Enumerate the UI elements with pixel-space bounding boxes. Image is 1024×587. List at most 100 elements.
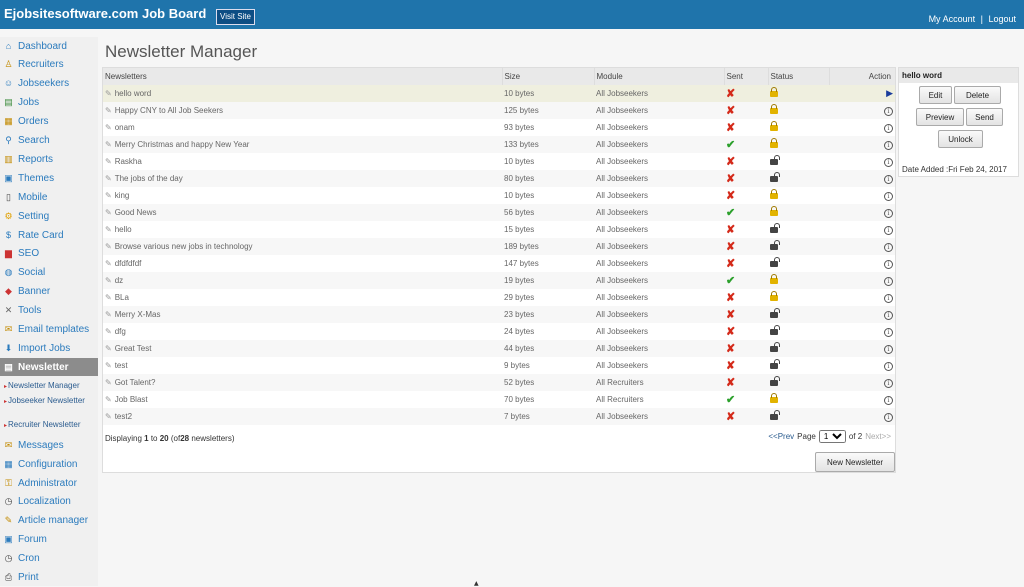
newsletter-name[interactable]: Good News xyxy=(114,208,157,217)
newsletter-name[interactable]: BLa xyxy=(114,293,129,302)
sidebar-item-dashboard[interactable]: ⌂ Dashboard xyxy=(0,37,98,55)
info-icon[interactable]: i xyxy=(884,361,893,371)
newsletter-name[interactable]: king xyxy=(114,191,130,200)
sidebar-item-setting[interactable]: ⚙ Setting xyxy=(0,207,98,225)
column-header-size[interactable]: Size xyxy=(502,68,595,85)
newsletter-name[interactable]: test xyxy=(114,361,128,370)
newsletter-name-cell[interactable]: ✎ test2 xyxy=(103,408,502,425)
send-button[interactable]: Send xyxy=(966,108,1003,126)
info-icon[interactable]: i xyxy=(884,310,893,320)
sidebar-item-newsletter[interactable]: ▤ Newsletter xyxy=(0,358,98,377)
sidebar-item-localization[interactable]: ◷ Localization xyxy=(0,493,98,511)
my-account-link[interactable]: My Account xyxy=(928,14,976,24)
table-row[interactable]: ✎ dfdfdfdf 147 bytes All Jobseekers ✘ i xyxy=(103,255,895,272)
newsletter-name[interactable]: hello xyxy=(114,225,132,234)
sidebar-item-article-manager[interactable]: ✎ Article manager xyxy=(0,512,98,530)
sidebar-subitem-jobseeker-newsletter[interactable]: ▸Jobseeker Newsletter xyxy=(4,395,98,408)
info-icon[interactable]: i xyxy=(884,378,893,388)
newsletter-name-cell[interactable]: ✎ Happy CNY to All Job Seekers xyxy=(103,102,502,119)
newsletter-name[interactable]: Great Test xyxy=(114,344,152,353)
sidebar-item-seo[interactable]: ▆ SEO xyxy=(0,245,98,263)
table-row[interactable]: ✎ Good News 56 bytes All Jobseekers ✔ i xyxy=(103,204,895,221)
newsletter-name[interactable]: Job Blast xyxy=(114,395,148,404)
newsletter-name-cell[interactable]: ✎ onam xyxy=(103,119,502,136)
sidebar-item-forum[interactable]: ▣ Forum xyxy=(0,531,98,549)
table-row[interactable]: ✎ Merry X-Mas 23 bytes All Jobseekers ✘ i xyxy=(103,306,895,323)
sidebar-item-social[interactable]: ◍ Social xyxy=(0,264,98,282)
newsletter-name[interactable]: dfdfdfdf xyxy=(114,259,142,268)
newsletter-name-cell[interactable]: ✎ test xyxy=(103,357,502,374)
newsletter-name[interactable]: Merry X-Mas xyxy=(114,310,161,319)
sidebar-item-recruiters[interactable]: ♙ Recruiters xyxy=(0,56,98,74)
sidebar-subitem-recruiter-newsletter[interactable]: ▸Recruiter Newsletter xyxy=(4,419,98,432)
newsletter-name[interactable]: test2 xyxy=(114,412,133,421)
sidebar-item-tools[interactable]: ✕ Tools xyxy=(0,302,98,320)
table-row[interactable]: ✎ dfg 24 bytes All Jobseekers ✘ i xyxy=(103,323,895,340)
info-icon[interactable]: i xyxy=(884,293,893,303)
edit-button[interactable]: Edit xyxy=(919,86,952,104)
next-page-link[interactable]: Next>> xyxy=(865,432,891,441)
newsletter-name-cell[interactable]: ✎ Merry X-Mas xyxy=(103,306,502,323)
sidebar-item-reports[interactable]: ▥ Reports xyxy=(0,150,98,168)
table-row[interactable]: ✎ Happy CNY to All Job Seekers 125 bytes Al… xyxy=(103,102,895,119)
sidebar-item-messages[interactable]: ✉ Messages xyxy=(0,436,98,454)
newsletter-name-cell[interactable]: ✎ BLa xyxy=(103,289,502,306)
newsletter-name[interactable]: Got Talent? xyxy=(114,378,156,387)
newsletter-name[interactable]: The jobs of the day xyxy=(114,174,183,183)
sidebar-item-jobseekers[interactable]: ☺ Jobseekers xyxy=(0,75,98,93)
info-icon[interactable]: i xyxy=(884,208,893,218)
newsletter-name-cell[interactable]: ✎ Raskha xyxy=(103,153,502,170)
sidebar-item-banner[interactable]: ◆ Banner xyxy=(0,283,98,301)
delete-button[interactable]: Delete xyxy=(954,86,1001,104)
newsletter-name-cell[interactable]: ✎ hello xyxy=(103,221,502,238)
table-row[interactable]: ✎ Great Test 44 bytes All Jobseekers ✘ i xyxy=(103,340,895,357)
newsletter-name[interactable]: dz xyxy=(114,276,124,285)
newsletter-name-cell[interactable]: ✎ Great Test xyxy=(103,340,502,357)
table-row[interactable]: ✎ king 10 bytes All Jobseekers ✘ i xyxy=(103,187,895,204)
info-icon[interactable]: i xyxy=(884,242,893,252)
newsletter-name[interactable]: Happy CNY to All Job Seekers xyxy=(114,106,224,115)
info-icon[interactable]: i xyxy=(884,140,893,150)
newsletter-name[interactable]: Raskha xyxy=(114,157,142,166)
sidebar-item-mobile[interactable]: ▯ Mobile xyxy=(0,188,98,206)
table-row[interactable]: ✎ Job Blast 70 bytes All Recruiters ✔ i xyxy=(103,391,895,408)
table-row[interactable]: ✎ hello 15 bytes All Jobseekers ✘ i xyxy=(103,221,895,238)
newsletter-name[interactable]: dfg xyxy=(114,327,126,336)
play-icon[interactable]: ▶ xyxy=(886,88,893,98)
sidebar-item-print[interactable]: ⎙ Print xyxy=(0,569,98,587)
table-row[interactable]: ✎ Merry Christmas and happy New Year 133 b… xyxy=(103,136,895,153)
unlock-button[interactable]: Unlock xyxy=(938,130,983,148)
prev-page-link[interactable]: <<Prev xyxy=(768,432,795,441)
info-icon[interactable]: i xyxy=(884,344,893,354)
column-header-sent[interactable]: Sent xyxy=(724,68,769,85)
visit-site-button[interactable]: Visit Site xyxy=(216,9,255,25)
table-row[interactable]: ✎ test2 7 bytes All Jobseekers ✘ i xyxy=(103,408,895,425)
info-icon[interactable]: i xyxy=(884,106,893,116)
sidebar-item-rate-card[interactable]: $ Rate Card xyxy=(0,226,98,244)
newsletter-name-cell[interactable]: ✎ Merry Christmas and happy New Year xyxy=(103,136,502,153)
sidebar-item-cron[interactable]: ◷ Cron xyxy=(0,550,98,568)
sidebar-item-configuration[interactable]: ▦ Configuration xyxy=(0,455,98,473)
sidebar-item-jobs[interactable]: ▤ Jobs xyxy=(0,94,98,112)
sidebar-item-themes[interactable]: ▣ Themes xyxy=(0,169,98,187)
table-row[interactable]: ✎ onam 93 bytes All Jobseekers ✘ i xyxy=(103,119,895,136)
info-icon[interactable]: i xyxy=(884,157,893,167)
page-select[interactable]: 1 xyxy=(818,430,846,443)
sidebar-subitem-newsletter-manager[interactable]: ▸Newsletter Manager xyxy=(4,380,98,393)
info-icon[interactable]: i xyxy=(884,225,893,235)
info-icon[interactable]: i xyxy=(884,276,893,286)
info-icon[interactable]: i xyxy=(884,412,893,422)
newsletter-name-cell[interactable]: ✎ Good News xyxy=(103,204,502,221)
new-newsletter-button[interactable]: New Newsletter xyxy=(815,452,895,472)
column-header-status[interactable]: Status xyxy=(768,68,830,85)
newsletter-name-cell[interactable]: ✎ Job Blast xyxy=(103,391,502,408)
info-icon[interactable]: i xyxy=(884,123,893,133)
newsletter-name-cell[interactable]: ✎ king xyxy=(103,187,502,204)
newsletter-name[interactable]: Browse various new jobs in technology xyxy=(114,242,253,251)
table-row[interactable]: ✎ test 9 bytes All Jobseekers ✘ i xyxy=(103,357,895,374)
newsletter-name[interactable]: hello word xyxy=(114,89,152,98)
column-header-newsletters[interactable]: Newsletters xyxy=(103,68,503,85)
newsletter-name-cell[interactable]: ✎ dz xyxy=(103,272,502,289)
info-icon[interactable]: i xyxy=(884,191,893,201)
info-icon[interactable]: i xyxy=(884,395,893,405)
